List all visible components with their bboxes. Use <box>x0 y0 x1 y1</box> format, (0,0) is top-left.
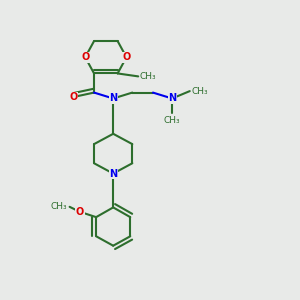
Text: CH₃: CH₃ <box>140 72 156 81</box>
Text: N: N <box>109 94 117 103</box>
Text: CH₃: CH₃ <box>51 202 67 211</box>
Text: N: N <box>109 169 117 178</box>
Text: O: O <box>69 92 78 102</box>
Text: O: O <box>81 52 89 62</box>
Text: N: N <box>168 94 176 103</box>
Text: CH₃: CH₃ <box>164 116 180 125</box>
Text: O: O <box>122 52 130 62</box>
Text: O: O <box>76 207 84 217</box>
Text: CH₃: CH₃ <box>191 87 208 96</box>
